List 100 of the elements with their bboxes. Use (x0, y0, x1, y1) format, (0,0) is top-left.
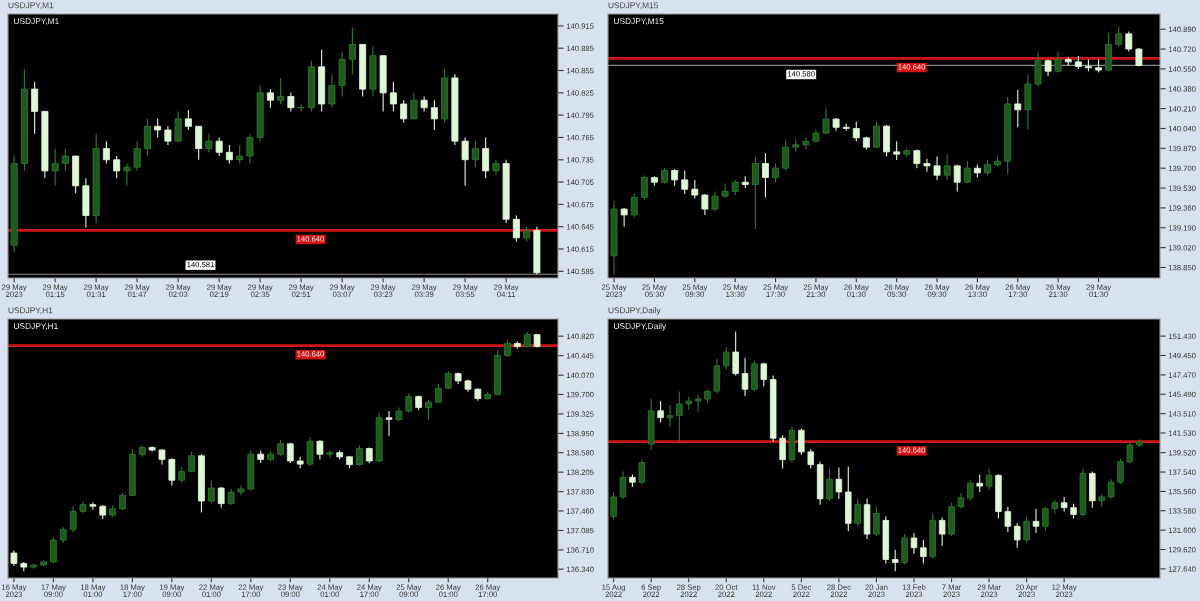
candlestick (1004, 506, 1012, 533)
candlestick (891, 549, 899, 572)
candlestick (512, 214, 520, 243)
candlestick (356, 444, 363, 467)
candlestick (741, 357, 749, 397)
candlestick (69, 505, 77, 533)
candlestick (638, 459, 646, 485)
candlestick (666, 404, 674, 427)
candlestick (910, 532, 918, 555)
candlestick (405, 392, 413, 414)
candlestick (164, 125, 172, 146)
candlestick (237, 484, 245, 496)
candlestick (893, 140, 901, 161)
candlestick (691, 179, 699, 200)
candlestick (113, 155, 121, 179)
chart-title: USDJPY,M15 (608, 2, 658, 10)
candlestick (430, 99, 438, 131)
candlestick (471, 140, 479, 168)
candlestick (1115, 26, 1123, 48)
candlestick (822, 108, 830, 135)
candlestick (306, 436, 314, 467)
candlestick (348, 26, 356, 75)
chart-subtitle: USDJPY,Daily (614, 322, 667, 331)
candlestick (236, 144, 244, 165)
candlestick (207, 479, 215, 505)
candlestick (1014, 522, 1021, 549)
candlestick (772, 162, 779, 183)
candlestick (266, 88, 274, 109)
candlestick (657, 400, 664, 424)
candlestick (1107, 478, 1115, 500)
candlestick (316, 439, 324, 460)
candlestick (50, 536, 57, 564)
candlestick (732, 330, 739, 377)
candlestick (123, 162, 131, 187)
candlestick (168, 457, 176, 486)
candlestick (328, 73, 336, 109)
candlestick (287, 92, 295, 112)
candlestick (195, 125, 203, 161)
candlestick (143, 118, 151, 157)
candlestick (694, 394, 702, 413)
candlestick (751, 155, 759, 230)
candlestick (184, 109, 192, 131)
candlestick (967, 479, 974, 502)
candlestick (762, 152, 769, 198)
candlestick (89, 502, 97, 511)
candlestick (385, 410, 393, 437)
candlestick (873, 506, 880, 537)
candlestick (51, 148, 59, 187)
candlestick (782, 139, 790, 172)
candlestick (1014, 89, 1022, 128)
candlestick (215, 136, 223, 157)
candlestick (619, 470, 627, 500)
candlestick (1117, 458, 1124, 485)
candlestick (410, 92, 418, 120)
candlestick (1032, 508, 1040, 534)
candlestick (102, 140, 110, 165)
chart-title: USDJPY,M1 (8, 2, 54, 10)
candlestick (933, 155, 941, 181)
chart-subtitle: USDJPY,H1 (14, 323, 58, 330)
chart-title: USDJPY,Daily (608, 307, 661, 315)
candlestick (943, 153, 951, 181)
candlestick (389, 81, 397, 112)
candlestick (640, 174, 648, 201)
candlestick (826, 467, 833, 502)
candlestick (1034, 51, 1042, 87)
candlestick (1042, 506, 1049, 532)
candlestick (225, 144, 233, 165)
candlestick (953, 164, 961, 193)
candlestick (985, 467, 993, 491)
candlestick (721, 182, 729, 198)
candlestick (610, 491, 617, 520)
candlestick (711, 191, 719, 212)
candlestick (1126, 441, 1134, 465)
candlestick (461, 136, 469, 187)
candlestick (277, 77, 285, 105)
candlestick (630, 193, 638, 218)
candlestick (482, 136, 490, 179)
candlestick (852, 120, 860, 142)
chart-title: USDJPY,H1 (8, 307, 53, 315)
candlestick (938, 516, 946, 547)
candlestick (246, 133, 254, 165)
candlestick (205, 133, 213, 153)
candlestick (61, 148, 69, 172)
candlestick (1023, 515, 1030, 544)
candlestick (835, 466, 843, 500)
candlestick (923, 158, 931, 173)
candlestick (1125, 30, 1133, 52)
chart-subtitle: USDJPY,M15 (614, 18, 664, 26)
candlestick (873, 120, 880, 149)
candlestick (681, 169, 689, 195)
candlestick (779, 434, 786, 470)
candlestick (723, 346, 730, 371)
candlestick (174, 110, 182, 142)
candlestick (154, 118, 162, 139)
candlestick (798, 427, 805, 456)
candlestick (31, 81, 39, 135)
chart-subtitle: USDJPY,M1 (14, 18, 59, 26)
candlestick (676, 390, 683, 444)
candlestick (425, 399, 432, 421)
candlestick (400, 99, 408, 124)
